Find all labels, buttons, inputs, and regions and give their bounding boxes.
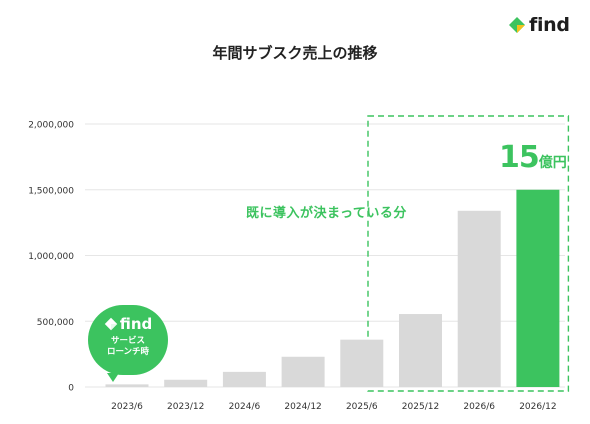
x-tick-label: 2024/12 [284, 402, 321, 412]
y-tick-label: 1,000,000 [28, 252, 74, 262]
find-logo: find [508, 14, 570, 36]
y-tick-label: 1,500,000 [28, 186, 74, 196]
bar [164, 379, 208, 387]
x-tick-label: 2024/6 [229, 402, 261, 412]
x-tick-label: 2025/12 [402, 402, 439, 412]
bar [340, 339, 384, 387]
bar [399, 314, 442, 387]
bar [457, 210, 501, 387]
service-launch-callout: find サービス ローンチ時 [88, 305, 168, 382]
find-logo-text: find [529, 14, 570, 36]
committed-label: 既に導入が決まっている分 [246, 206, 407, 221]
x-tick-label: 2026/12 [519, 402, 556, 412]
chart-title: 年間サブスク売上の推移 [212, 44, 378, 62]
total-value: 15 [499, 140, 540, 175]
y-tick-label: 0 [68, 384, 74, 394]
committed-dashed-box [367, 115, 570, 392]
callout-logo-icon [104, 317, 117, 331]
y-tick-label: 2,000,000 [28, 121, 74, 131]
callout-text: サービス ローンチ時 [106, 336, 150, 357]
x-tick-label: 2023/12 [167, 402, 204, 412]
total-label: 15億円 [499, 140, 567, 175]
callout-logo: find [88, 315, 168, 333]
x-tick-label: 2023/6 [111, 402, 143, 412]
y-tick-label: 500,000 [37, 318, 74, 328]
bar [105, 384, 149, 387]
callout-logo-text: find [119, 315, 153, 333]
x-tick-label: 2026/6 [463, 402, 495, 412]
x-tick-label: 2025/6 [346, 402, 378, 412]
bar [222, 371, 266, 387]
total-unit: 億円 [538, 155, 567, 171]
bar [516, 189, 560, 387]
bar [281, 356, 325, 387]
find-logo-icon [509, 17, 525, 33]
